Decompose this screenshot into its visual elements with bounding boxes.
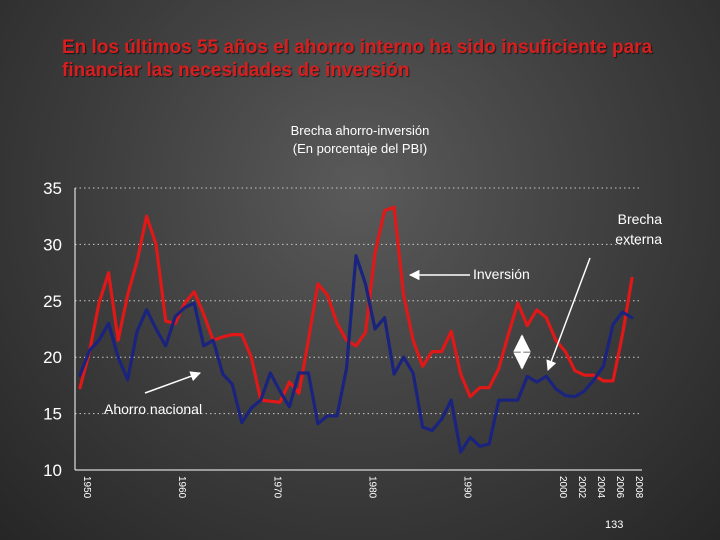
x-tick-label-2006: 2006 — [614, 476, 625, 499]
x-tick-label-1960: 1960 — [176, 476, 187, 499]
annotation-label-ahorro-nacional: Ahorro nacional — [104, 401, 202, 417]
series-line-inversion — [78, 205, 634, 404]
chart-title: Brecha ahorro-inversión — [290, 123, 430, 138]
x-tick-label-1950: 1950 — [81, 476, 92, 499]
slide-title: En los últimos 55 años el ahorro interno… — [62, 37, 653, 81]
x-tick-label-1990: 1990 — [462, 476, 473, 499]
x-tick-label-2002: 2002 — [576, 476, 587, 499]
chart-subtitle: (En porcentaje del PBI) — [292, 141, 428, 156]
annotation-arrow-brecha — [546, 257, 591, 371]
y-tick-label-10: 10 — [43, 461, 62, 480]
y-tick-label-30: 30 — [43, 235, 62, 254]
y-tick-label-15: 15 — [43, 405, 62, 424]
x-tick-label-1980: 1980 — [367, 476, 378, 499]
annotation-label-brecha-line-2: externa — [615, 231, 662, 247]
y-tick-label-20: 20 — [43, 348, 62, 367]
x-tick-label-2008: 2008 — [633, 476, 644, 499]
y-tick-label-35: 35 — [43, 179, 62, 198]
x-tick-label-1970: 1970 — [271, 476, 282, 499]
x-tick-label-2000: 2000 — [557, 476, 568, 499]
series-line-ahorro-nacional — [78, 254, 634, 454]
annotation-arrow-ahorro — [144, 371, 201, 394]
annotation-label-brecha-line-1: Brecha — [618, 211, 663, 227]
y-tick-label-25: 25 — [43, 292, 62, 311]
page-number: 133 — [605, 519, 624, 531]
annotation-label-inversion: Inversión — [473, 266, 530, 282]
x-tick-label-2004: 2004 — [595, 476, 606, 499]
